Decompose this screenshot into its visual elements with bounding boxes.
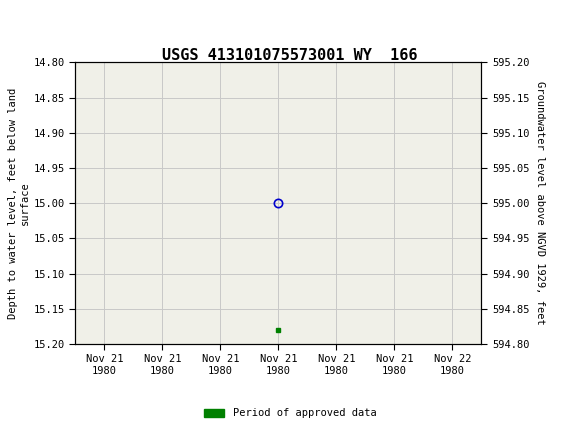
Text: USGS: USGS bbox=[44, 12, 108, 33]
Y-axis label: Groundwater level above NGVD 1929, feet: Groundwater level above NGVD 1929, feet bbox=[535, 81, 545, 325]
Y-axis label: Depth to water level, feet below land
surface: Depth to water level, feet below land su… bbox=[8, 88, 30, 319]
Legend: Period of approved data: Period of approved data bbox=[200, 404, 380, 423]
FancyBboxPatch shape bbox=[3, 3, 41, 42]
Text: USGS 413101075573001 WY  166: USGS 413101075573001 WY 166 bbox=[162, 48, 418, 62]
